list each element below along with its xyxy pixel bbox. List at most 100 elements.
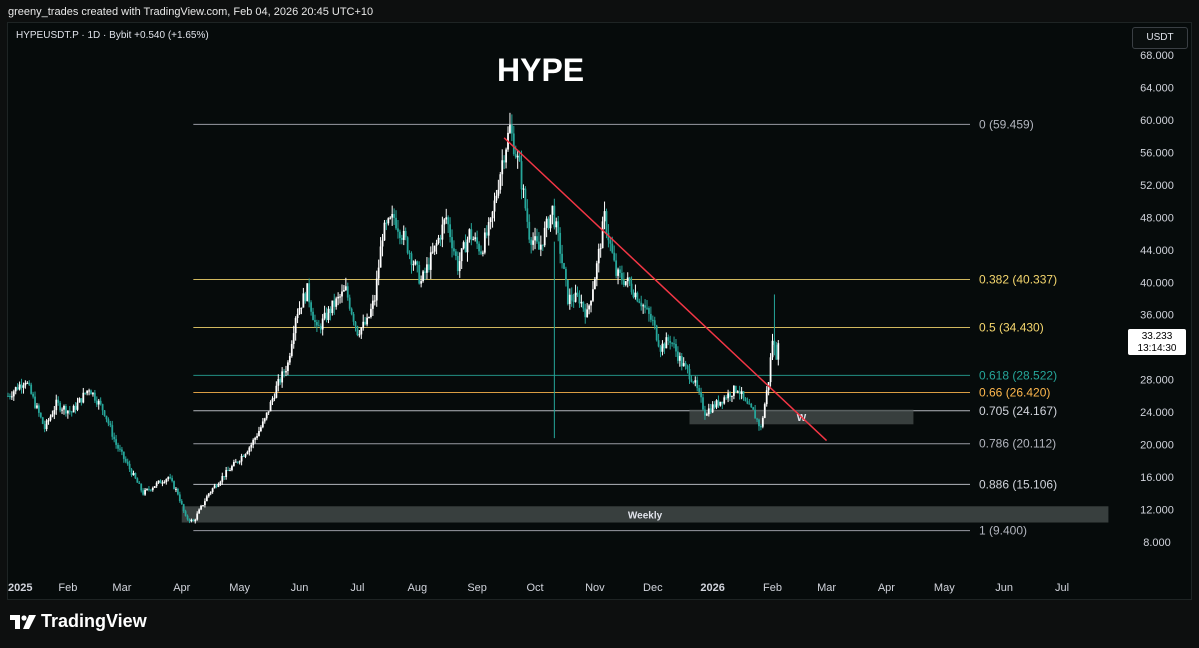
candle xyxy=(65,404,67,417)
candle xyxy=(109,420,112,428)
candle-body xyxy=(719,401,722,406)
candle xyxy=(63,404,65,415)
candle xyxy=(204,498,206,508)
candle xyxy=(694,376,697,387)
currency-button[interactable]: USDT xyxy=(1132,27,1188,49)
candle xyxy=(732,385,735,400)
candle xyxy=(584,303,587,324)
candle xyxy=(505,147,507,169)
candle xyxy=(559,227,562,264)
candle-body xyxy=(225,470,228,478)
candle-body xyxy=(74,405,77,410)
candle xyxy=(115,434,118,449)
candle xyxy=(373,295,376,306)
x-tick-label: Mar xyxy=(817,582,836,594)
candle xyxy=(588,304,590,315)
candle xyxy=(702,393,704,411)
candle-body xyxy=(333,300,336,307)
trendline-group[interactable] xyxy=(503,137,828,442)
candle-body xyxy=(530,239,533,245)
candle-body xyxy=(178,494,181,502)
candle xyxy=(649,306,652,323)
candle xyxy=(184,509,187,517)
candle-body xyxy=(617,269,619,276)
candle-body xyxy=(694,380,697,383)
x-tick-label: 2026 xyxy=(700,582,724,594)
candle xyxy=(292,325,295,349)
candle-body xyxy=(659,346,662,352)
candle xyxy=(468,228,471,243)
candle-body xyxy=(453,248,455,252)
candle xyxy=(678,352,681,367)
candle xyxy=(389,216,392,220)
candle xyxy=(402,225,405,246)
candle-body xyxy=(707,408,710,415)
candle xyxy=(175,487,177,493)
candle-body xyxy=(248,447,251,452)
candle-body xyxy=(157,480,160,483)
candle xyxy=(375,270,378,307)
fib-label-0: 0 (59.459) xyxy=(979,117,1034,131)
candle xyxy=(82,387,85,404)
candle xyxy=(269,400,272,412)
candle xyxy=(169,473,172,480)
y-tick-label: 28.000 xyxy=(1140,375,1174,387)
fib-label-0.382: 0.382 (40.337) xyxy=(979,273,1057,287)
candle-body xyxy=(317,325,320,327)
candle-body xyxy=(503,160,506,163)
candle-body xyxy=(265,412,268,419)
x-axis[interactable]: 2025 Feb Mar Apr May Jun Jul Aug Sep Oct Nov Dec 202… xyxy=(8,582,1069,594)
candle xyxy=(358,329,361,338)
y-tick-label: 44.000 xyxy=(1140,245,1174,257)
zone-weekly xyxy=(181,506,1109,523)
candle xyxy=(470,223,473,246)
candle-body xyxy=(536,236,538,242)
candle xyxy=(590,300,592,313)
candle-body xyxy=(161,482,164,484)
candle-body xyxy=(76,402,79,410)
candle-body xyxy=(534,236,536,241)
candle-body xyxy=(582,301,585,309)
candle-body xyxy=(86,390,89,394)
candle xyxy=(196,511,199,521)
candle xyxy=(275,381,278,399)
candle xyxy=(538,232,540,250)
candle-body xyxy=(406,237,409,253)
candle-body xyxy=(319,325,322,330)
candle-body xyxy=(615,260,618,276)
candle xyxy=(489,217,492,230)
candle xyxy=(258,426,260,437)
chart-canvas[interactable]: 0 (59.459) 0.382 (40.337) 0.5 (34.430) 0.61… xyxy=(0,0,1199,600)
candle xyxy=(287,360,289,376)
trendline xyxy=(503,137,828,442)
candle xyxy=(555,217,558,235)
candle xyxy=(410,251,413,274)
candle-body xyxy=(671,342,674,344)
candle-body xyxy=(595,263,598,279)
candle-body xyxy=(675,343,677,352)
candle xyxy=(655,324,658,342)
candle-body xyxy=(134,473,137,479)
candle xyxy=(426,257,428,280)
candle xyxy=(333,293,336,315)
y-axis[interactable]: 68.000 64.000 60.000 56.000 52.000 48.000 44.0… xyxy=(1140,50,1174,549)
candle-body xyxy=(524,188,527,209)
candle-body xyxy=(760,426,762,428)
symbol-info: HYPEUSDT.P · 1D · Bybit +0.540 (+1.65%) xyxy=(16,30,209,41)
candle-body xyxy=(690,379,693,382)
candle-body xyxy=(254,437,257,440)
candle-body xyxy=(686,365,689,369)
candle-body xyxy=(420,281,423,284)
candle xyxy=(713,401,716,410)
candle-body xyxy=(445,217,448,220)
candle xyxy=(167,476,170,482)
candle-body xyxy=(271,398,274,402)
tradingview-logo[interactable]: TradingView xyxy=(10,611,147,632)
candle-body xyxy=(553,205,556,228)
candle-body xyxy=(543,227,546,246)
candle-body xyxy=(435,243,438,246)
candle xyxy=(503,155,506,170)
candle xyxy=(371,294,374,316)
candle xyxy=(200,504,202,511)
candle-body xyxy=(765,390,768,405)
